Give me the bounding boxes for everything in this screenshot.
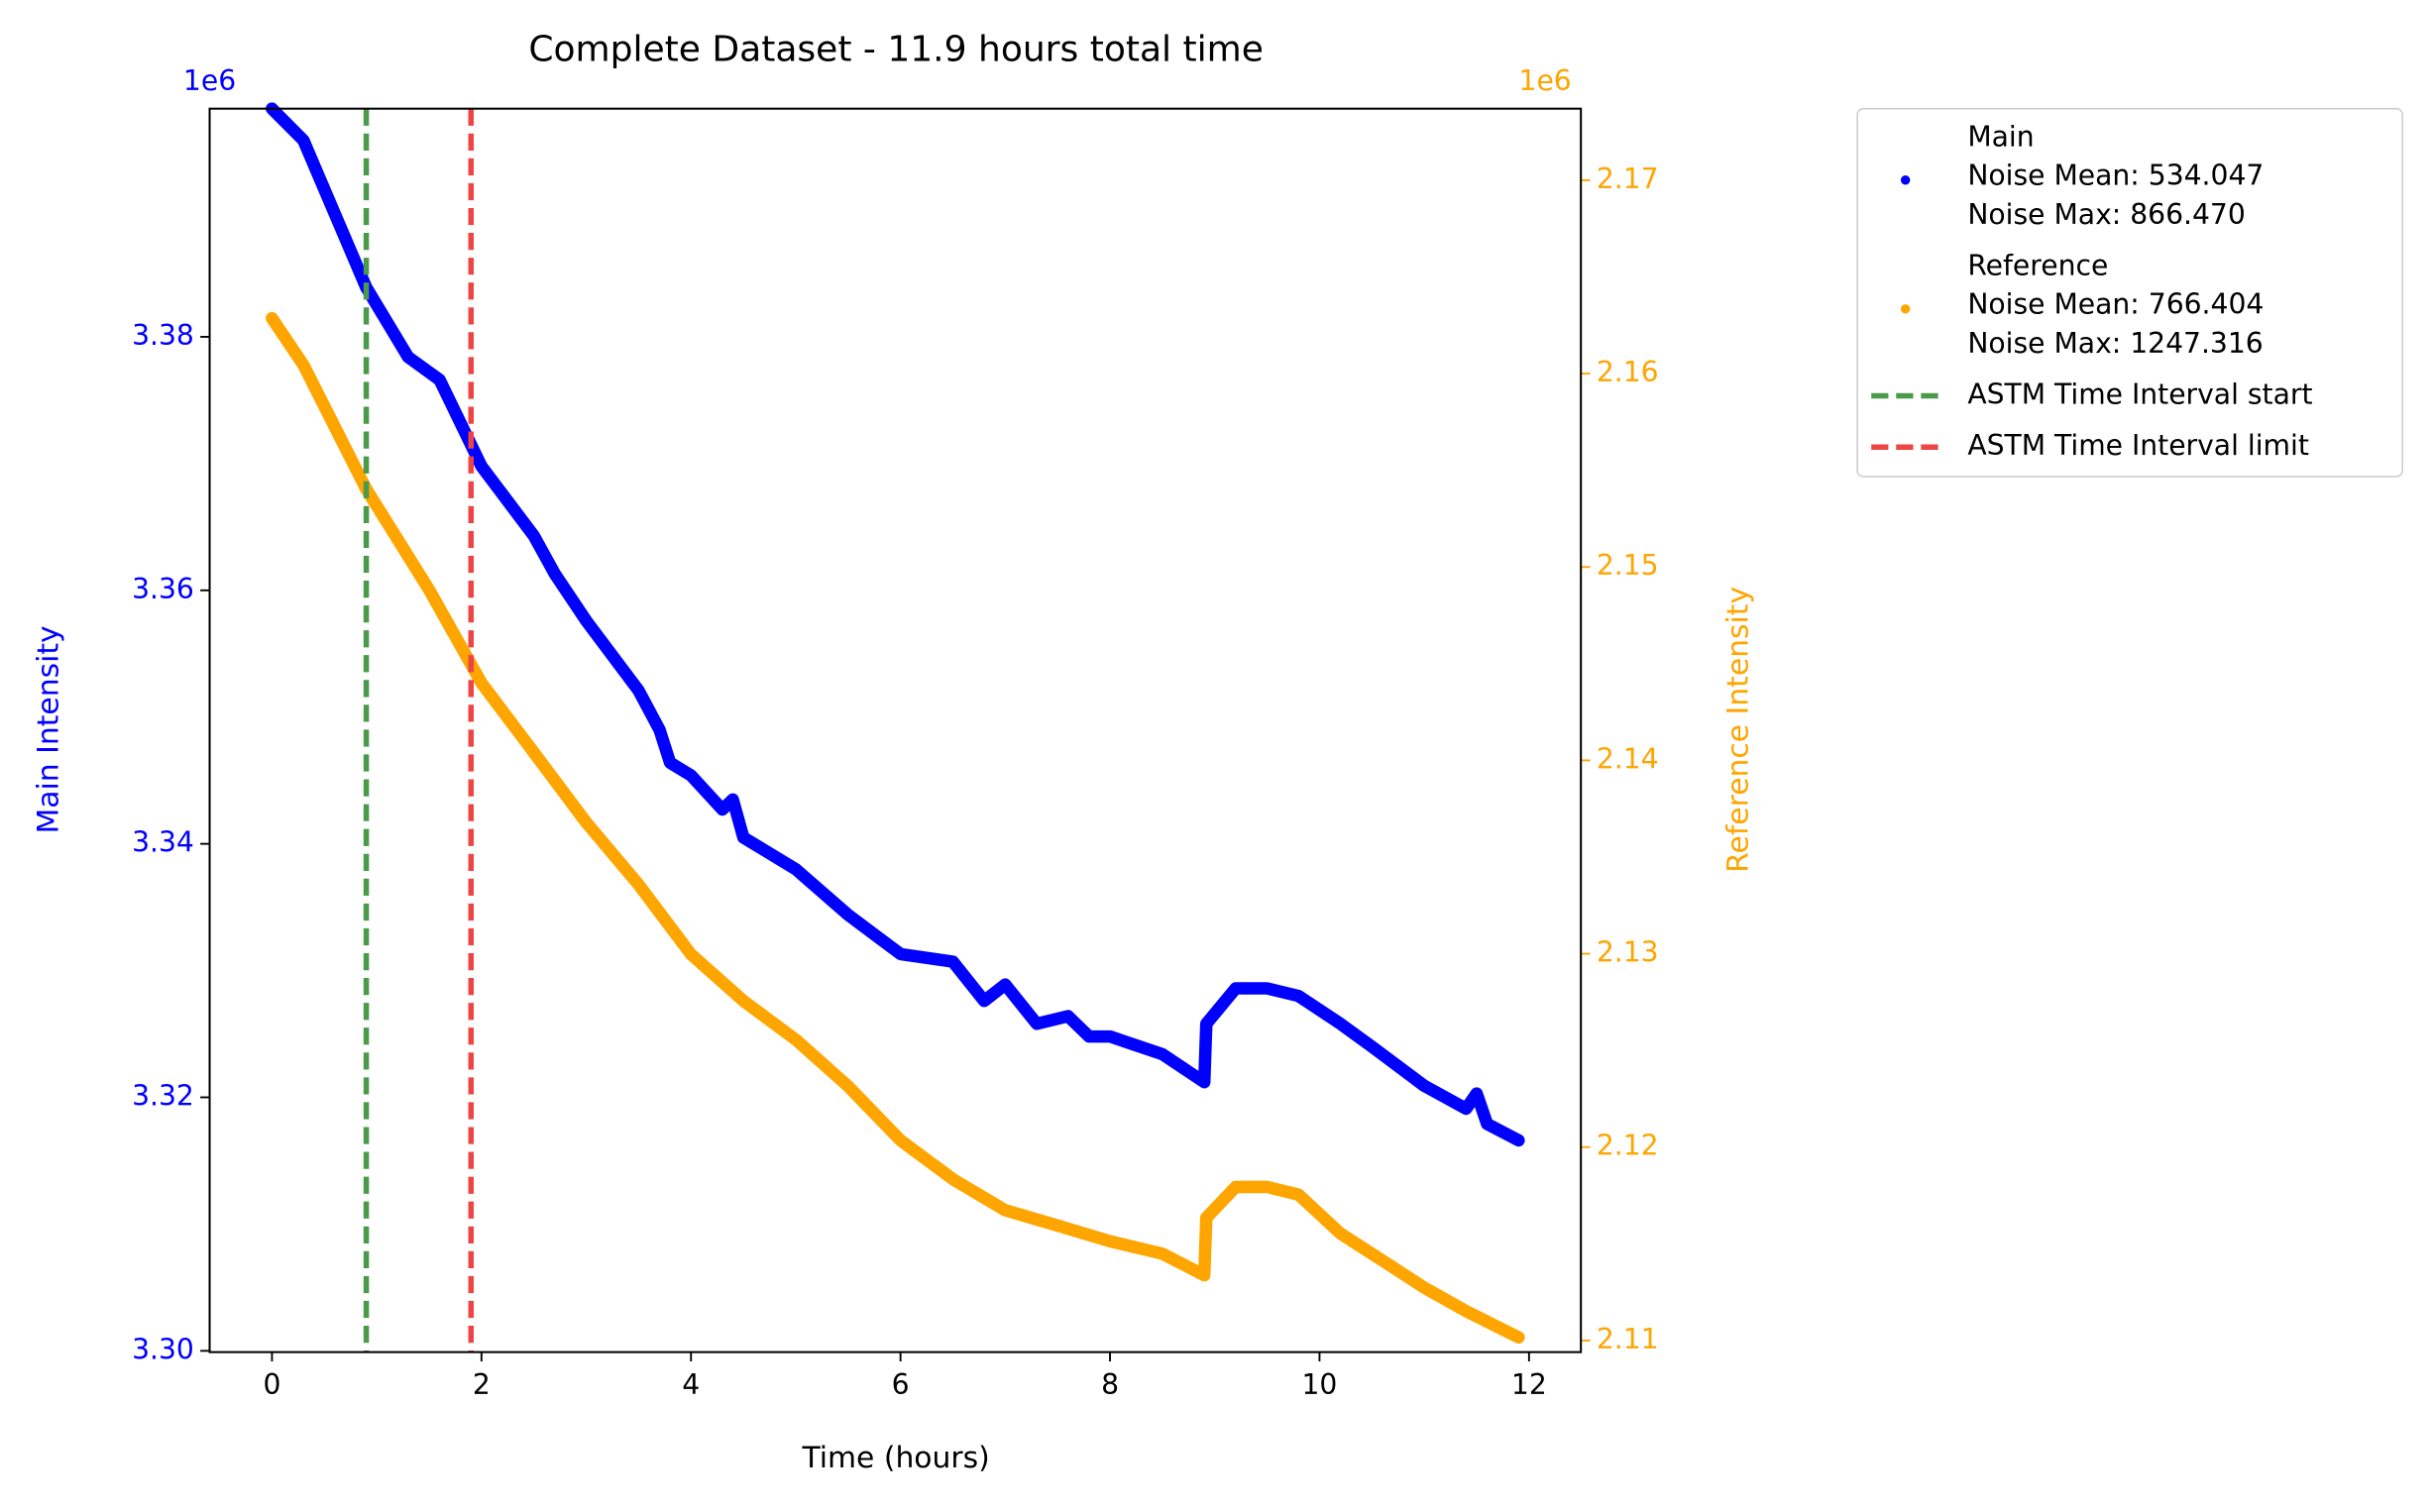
y2-tick-label: 2.11 [1597,1323,1659,1355]
y2-tick-label: 2.13 [1597,936,1659,969]
legend-label: ASTM Time Interval limit [1967,429,2309,462]
y2-tick-label: 2.16 [1597,356,1659,388]
y2-tick-label: 2.17 [1597,162,1659,195]
series-line [266,311,1525,1345]
legend-label: Main [1967,120,2034,153]
x-tick-label: 2 [473,1368,491,1401]
y-tick-label: 3.34 [132,826,194,859]
y-offset-label: 1e6 [183,64,236,97]
x-tick-label: 12 [1511,1368,1547,1401]
legend-box [1856,107,2403,478]
x-tick-label: 0 [263,1368,280,1401]
y-tick-label: 3.38 [132,319,194,352]
series-line [266,102,1525,1147]
y-tick-label: 3.36 [132,573,194,605]
y2-tick-label: 2.14 [1597,742,1659,775]
legend-marker [1900,304,1911,314]
y-axis-label: Main Intensity [32,625,66,833]
legend-marker [1900,175,1911,185]
x-axis-label: Time (hours) [802,1441,990,1475]
legend-detail: Noise Mean: 534.047 [1967,160,2264,192]
y2-tick-label: 2.12 [1597,1130,1659,1162]
y2-tick-label: 2.15 [1597,549,1659,582]
axes-frame [208,107,1583,1353]
y-tick-label: 3.32 [132,1079,194,1112]
y2-axis-label: Reference Intensity [1720,587,1755,873]
legend-detail: Noise Max: 1247.316 [1967,327,2263,360]
y2-offset-label: 1e6 [1519,64,1572,97]
x-tick-label: 8 [1101,1368,1119,1401]
chart-title: Complete Dataset - 11.9 hours total time [528,30,1264,70]
legend-label: ASTM Time Interval start [1967,378,2312,411]
legend-detail: Noise Max: 866.470 [1967,198,2245,231]
legend-detail: Noise Mean: 766.404 [1967,288,2264,321]
x-tick-label: 10 [1302,1368,1338,1401]
legend-label: Reference [1967,249,2108,281]
x-tick-label: 6 [892,1368,910,1401]
x-tick-label: 4 [682,1368,700,1401]
y-tick-label: 3.30 [132,1333,194,1365]
